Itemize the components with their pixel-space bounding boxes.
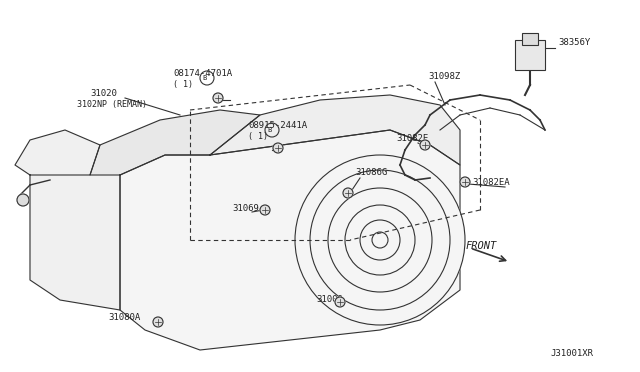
Text: 31086G: 31086G	[355, 167, 387, 176]
Circle shape	[343, 188, 353, 198]
Text: ( 1): ( 1)	[248, 131, 268, 141]
Polygon shape	[15, 130, 100, 175]
Text: 31082EA: 31082EA	[472, 177, 509, 186]
Circle shape	[273, 143, 283, 153]
Text: 31020: 31020	[90, 89, 117, 97]
Text: B: B	[268, 127, 271, 133]
Polygon shape	[210, 95, 460, 165]
Polygon shape	[120, 130, 460, 350]
Circle shape	[295, 155, 465, 325]
Polygon shape	[90, 110, 260, 175]
Circle shape	[213, 93, 223, 103]
Circle shape	[460, 177, 470, 187]
Circle shape	[420, 140, 430, 150]
Text: 3102NP (REMAN): 3102NP (REMAN)	[77, 99, 147, 109]
Circle shape	[335, 297, 345, 307]
Text: FRONT: FRONT	[466, 241, 497, 251]
Text: 31082E: 31082E	[396, 134, 428, 142]
Circle shape	[17, 194, 29, 206]
Text: 31098Z: 31098Z	[428, 71, 460, 80]
Text: 08174-4701A: 08174-4701A	[173, 68, 232, 77]
Circle shape	[260, 205, 270, 215]
Text: 31009: 31009	[316, 295, 343, 305]
Text: 31080A: 31080A	[108, 314, 140, 323]
Bar	[522, 33, 538, 45]
Bar	[515, 40, 545, 70]
Text: 38356Y: 38356Y	[558, 38, 590, 46]
Circle shape	[153, 317, 163, 327]
Text: B: B	[202, 75, 207, 81]
Text: ( 1): ( 1)	[173, 80, 193, 89]
Polygon shape	[30, 175, 120, 310]
Text: J31001XR: J31001XR	[550, 350, 593, 359]
Text: 08915-2441A: 08915-2441A	[248, 121, 307, 129]
Text: 31069: 31069	[232, 203, 259, 212]
